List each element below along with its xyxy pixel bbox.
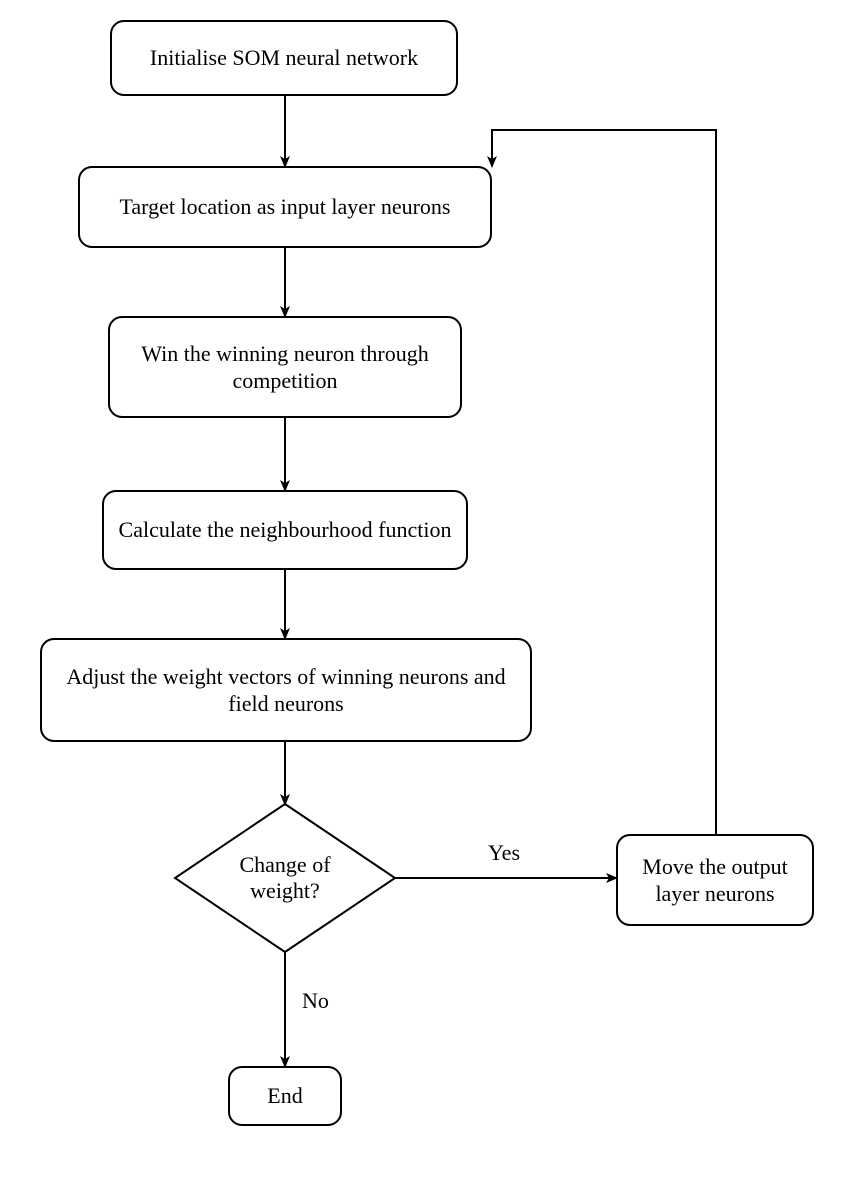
flowchart-node-label: Win the winning neuron through competiti… bbox=[122, 340, 448, 395]
flowchart-edge-label-5: Yes bbox=[488, 840, 520, 866]
flowchart-node-n1: Initialise SOM neural network bbox=[110, 20, 458, 96]
flowchart-node-n7: End bbox=[228, 1066, 342, 1126]
flowchart-node-n2: Target location as input layer neurons bbox=[78, 166, 492, 248]
flowchart-decision-label-d1: Change of weight? bbox=[203, 823, 368, 934]
flowchart-node-label: Target location as input layer neurons bbox=[119, 193, 450, 221]
flowchart-node-n5: Adjust the weight vectors of winning neu… bbox=[40, 638, 532, 742]
flowchart-node-label: Move the output layer neurons bbox=[630, 853, 800, 908]
flowchart-node-n6: Move the output layer neurons bbox=[616, 834, 814, 926]
flowchart-node-label: Change of weight? bbox=[203, 852, 368, 905]
flowchart-node-n4: Calculate the neighbourhood function bbox=[102, 490, 468, 570]
flowchart-node-label: Initialise SOM neural network bbox=[150, 44, 418, 72]
flowchart-canvas: Initialise SOM neural network Target loca… bbox=[0, 0, 850, 1191]
flowchart-edge-label-text: Yes bbox=[488, 840, 520, 865]
flowchart-edge-label-6: No bbox=[302, 988, 329, 1014]
flowchart-node-n3: Win the winning neuron through competiti… bbox=[108, 316, 462, 418]
flowchart-node-label: Adjust the weight vectors of winning neu… bbox=[54, 663, 518, 718]
flowchart-node-label: Calculate the neighbourhood function bbox=[119, 516, 452, 544]
flowchart-node-label: End bbox=[267, 1082, 302, 1110]
flowchart-edge-label-text: No bbox=[302, 988, 329, 1013]
